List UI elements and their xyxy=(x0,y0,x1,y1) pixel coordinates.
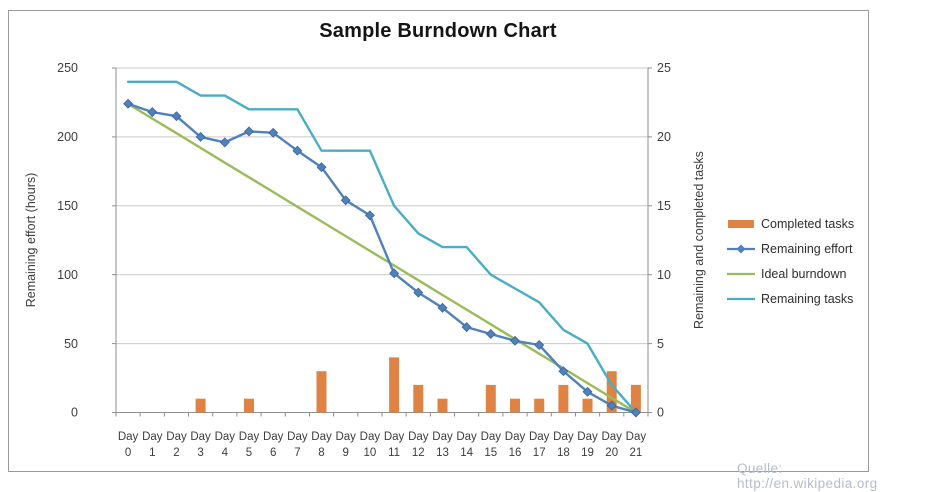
x-axis-label-day-4: Day 4 xyxy=(215,431,236,459)
right-axis-title: Remaining and completed tasks xyxy=(692,151,706,329)
marker-remaining-effort-day-19 xyxy=(582,386,593,397)
x-axis-label-day-16: Day 16 xyxy=(505,431,526,459)
bar-completed-tasks-day-3 xyxy=(195,398,206,413)
bar-completed-tasks-day-17 xyxy=(534,398,545,413)
legend-swatch-bar-icon xyxy=(728,219,754,228)
legend-label-ideal-burndown: Ideal burndown xyxy=(761,266,847,281)
right-tick-label-25: 25 xyxy=(657,61,671,75)
x-axis-label-day-9: Day 9 xyxy=(335,431,356,459)
x-axis-label-day-11: Day 11 xyxy=(384,431,405,459)
legend-item-remaining-tasks: Remaining tasks xyxy=(727,291,854,306)
source-watermark: Quelle: http://en.wikipedia.org xyxy=(737,461,878,491)
left-tick-label-200: 200 xyxy=(57,130,78,144)
x-axis-label-day-3: Day 3 xyxy=(190,431,211,459)
marker-remaining-effort-day-10 xyxy=(364,210,375,221)
bar-completed-tasks-day-20 xyxy=(606,371,617,413)
x-axis-label-day-19: Day 19 xyxy=(577,431,598,459)
right-tick-label-20: 20 xyxy=(657,130,671,144)
marker-remaining-effort-day-12 xyxy=(413,287,424,298)
x-axis-label-day-15: Day 15 xyxy=(481,431,502,459)
x-axis-label-day-20: Day 20 xyxy=(601,431,622,459)
marker-remaining-effort-day-4 xyxy=(219,137,230,148)
bar-completed-tasks-day-16 xyxy=(510,398,520,413)
marker-remaining-effort-day-3 xyxy=(195,131,206,142)
x-axis-label-day-17: Day 17 xyxy=(529,431,550,459)
legend-item-ideal-burndown: Ideal burndown xyxy=(727,266,854,281)
legend-swatch-line-diamond-icon xyxy=(727,244,755,253)
marker-remaining-effort-day-18 xyxy=(558,366,569,377)
left-axis-title: Remaining effort (hours) xyxy=(24,172,38,308)
x-axis-label-day-8: Day 8 xyxy=(311,431,332,459)
marker-remaining-effort-day-13 xyxy=(437,302,448,313)
legend-item-remaining-effort: Remaining effort xyxy=(727,241,854,256)
x-axis-label-day-0: Day 0 xyxy=(118,431,139,459)
x-axis-label-day-1: Day 1 xyxy=(142,431,163,459)
right-tick-label-0: 0 xyxy=(657,406,664,420)
marker-remaining-effort-day-21 xyxy=(630,407,641,418)
x-axis-label-day-18: Day 18 xyxy=(553,431,574,459)
left-tick-label-50: 50 xyxy=(64,337,78,351)
legend-swatch-line-green-icon xyxy=(727,272,755,275)
marker-remaining-effort-day-0 xyxy=(123,98,134,109)
left-tick-label-100: 100 xyxy=(57,268,78,282)
marker-remaining-effort-day-17 xyxy=(534,340,545,350)
right-tick-label-10: 10 xyxy=(657,268,671,282)
bar-completed-tasks-day-19 xyxy=(582,398,593,413)
marker-remaining-effort-day-6 xyxy=(268,127,279,138)
marker-remaining-effort-day-7 xyxy=(292,145,303,156)
left-tick-label-0: 0 xyxy=(71,406,78,420)
bar-completed-tasks-day-11 xyxy=(389,357,400,413)
x-axis-label-day-14: Day 14 xyxy=(456,431,477,459)
marker-remaining-effort-day-16 xyxy=(510,335,520,346)
marker-remaining-effort-day-14 xyxy=(461,322,472,333)
legend-label-remaining-tasks: Remaining tasks xyxy=(761,291,854,306)
bar-completed-tasks-day-5 xyxy=(244,398,254,413)
x-axis-label-day-7: Day 7 xyxy=(287,431,308,459)
legend-swatch-line-teal-icon xyxy=(727,297,755,300)
x-axis-label-day-12: Day 12 xyxy=(408,431,429,459)
series-line-remaining-tasks xyxy=(126,80,638,414)
legend-item-completed-tasks: Completed tasks xyxy=(727,216,855,231)
right-tick-label-5: 5 xyxy=(657,337,664,351)
bar-completed-tasks-day-21 xyxy=(630,384,641,413)
x-axis-label-day-2: Day 2 xyxy=(166,431,187,459)
chart-outer-border xyxy=(8,10,869,472)
marker-remaining-effort-day-5 xyxy=(244,126,254,137)
series-line-ideal-burndown xyxy=(126,102,638,414)
x-axis-label-day-13: Day 13 xyxy=(432,431,453,459)
series-line-remaining-effort xyxy=(126,102,638,414)
marker-remaining-effort-day-1 xyxy=(147,107,158,118)
marker-remaining-effort-day-8 xyxy=(316,162,327,173)
right-tick-label-15: 15 xyxy=(657,199,671,213)
legend-label-completed-tasks: Completed tasks xyxy=(761,216,855,231)
x-axis-label-day-21: Day 21 xyxy=(626,431,647,459)
bar-completed-tasks-day-18 xyxy=(558,384,569,413)
bar-completed-tasks-day-8 xyxy=(316,371,327,413)
left-tick-label-250: 250 xyxy=(57,61,78,75)
legend-label-remaining-effort: Remaining effort xyxy=(761,241,853,256)
bar-completed-tasks-day-15 xyxy=(485,384,496,413)
marker-remaining-effort-day-2 xyxy=(171,111,182,122)
bar-completed-tasks-day-13 xyxy=(437,398,448,413)
legend: Completed tasks Remaining effort Ideal b… xyxy=(727,216,855,306)
x-axis-label-day-5: Day 5 xyxy=(239,431,260,459)
marker-remaining-effort-day-9 xyxy=(340,195,351,206)
x-axis-label-day-6: Day 6 xyxy=(263,431,284,459)
marker-remaining-effort-day-15 xyxy=(485,329,496,339)
bar-completed-tasks-day-12 xyxy=(413,384,424,413)
chart-title: Sample Burndown Chart xyxy=(319,20,557,42)
x-axis-label-day-10: Day 10 xyxy=(360,431,381,459)
left-tick-label-150: 150 xyxy=(57,199,78,213)
marker-remaining-effort-day-11 xyxy=(389,268,400,279)
marker-remaining-effort-day-20 xyxy=(606,400,617,411)
